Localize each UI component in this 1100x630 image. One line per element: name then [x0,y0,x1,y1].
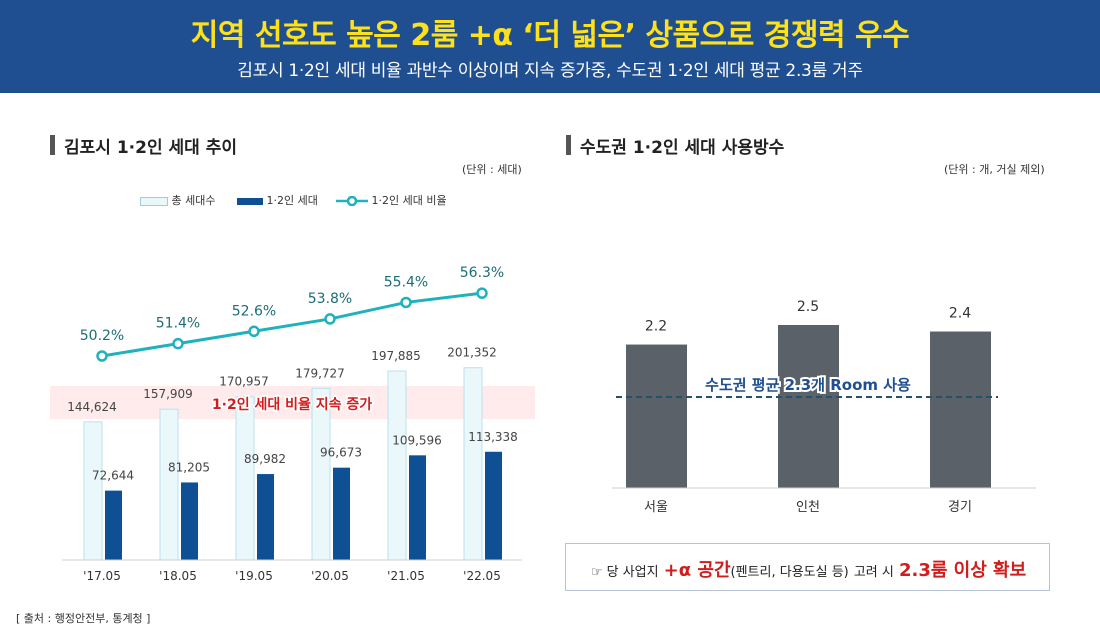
label-total-households: 170,957 [219,375,269,389]
label-total-households: 197,885 [371,349,421,363]
x-tick-label: '19.05 [235,569,273,583]
source-footer: [ 출처 : 행정안전부, 통계청 ] [16,612,151,625]
legend-swatch [140,196,168,206]
label-room-count: 2.2 [645,319,667,335]
legend-ratio: 1·2인 세대 비율 [336,192,447,208]
right-chart: 2.2 2.5 2.4 수도권 평균 2.3개 Room 사용 서울 인천 경기 [612,299,1036,515]
ratio-point [324,313,336,325]
legend-line-swatch [336,195,368,207]
ratio-label: 50.2% [80,328,124,344]
label-single-households: 89,982 [244,452,286,466]
bar-total-households [387,370,407,561]
label-total-households: 201,352 [447,346,497,360]
bar-single-households [333,467,350,560]
ratio-label: 51.4% [156,316,200,332]
right-chart-title: 수도권 1·2인 세대 사용방수 [566,133,784,158]
ratio-point [476,287,488,299]
ratio-label: 56.3% [460,265,504,281]
label-room-count: 2.5 [797,299,819,315]
title-marker [566,135,571,155]
bar-room-count [778,325,839,488]
left-chart: 144,624 72,644 157,909 81,205 170,957 89,982 1… [50,265,535,583]
bar-total-households [83,421,103,561]
left-unit-label: (단위 : 세대) [462,163,522,176]
header-banner: 지역 선호도 높은 2룸 +α ‘더 넓은’ 상품으로 경쟁력 우수 김포시 1… [0,0,1100,93]
x-tick-label: '17.05 [83,569,121,583]
bar-single-households [181,482,198,560]
bar-room-count [626,344,687,488]
label-room-count: 2.4 [949,306,971,322]
note-text: ☞ 당 사업지 +α 공간(펜트리, 다용도실 등) 고려 시 2.3룸 이상 … [590,560,1027,581]
label-total-households: 144,624 [67,400,117,414]
x-tick-label: '20.05 [311,569,349,583]
highlight-band [50,386,535,419]
label-total-households: 179,727 [295,366,345,380]
ratio-line [101,291,483,358]
bar-single-households [105,490,122,560]
legend-swatch [237,197,263,205]
x-tick-label: '18.05 [159,569,197,583]
title-marker [50,135,55,155]
bar-room-count [930,331,991,488]
label-single-households: 81,205 [168,460,210,474]
label-total-households: 157,909 [143,387,193,401]
page-subtitle: 김포시 1·2인 세대 비율 과반수 이상이며 지속 증가중, 수도권 1·2인… [237,61,863,81]
x-tick-label: 서울 [644,500,668,515]
ratio-point [172,337,184,350]
bar-single-households [257,474,274,560]
ratio-point [400,296,412,309]
bar-total-households [463,367,483,561]
ratio-point [96,350,108,362]
x-tick-label: 인천 [796,500,820,515]
ratio-label: 55.4% [384,274,428,290]
left-chart-title: 김포시 1·2인 세대 추이 [50,133,237,158]
page-title: 지역 선호도 높은 2룸 +α ‘더 넓은’ 상품으로 경쟁력 우수 [190,18,910,53]
ratio-point [248,325,260,338]
right-unit-label: (단위 : 개, 거실 제외) [944,163,1045,176]
bar-total-households [159,408,179,561]
x-tick-label: '22.05 [463,569,501,583]
highlight-label: 1·2인 세대 비율 지속 증가 [212,396,372,413]
label-single-households: 96,673 [320,446,362,460]
label-single-households: 72,644 [92,469,134,483]
average-label: 수도권 평균 2.3개 Room 사용 [705,376,911,394]
label-single-households: 109,596 [392,433,442,447]
ratio-label: 52.6% [232,303,276,319]
bar-total-households [311,387,331,561]
bar-single-households [485,451,502,560]
note-box: ☞ 당 사업지 +α 공간(펜트리, 다용도실 등) 고려 시 2.3룸 이상 … [565,543,1050,591]
label-single-households: 113,338 [468,430,518,444]
x-tick-label: '21.05 [387,569,425,583]
bar-total-households [235,396,255,561]
legend-single-households: 1·2인 세대 [237,192,318,208]
legend-total-households: 총 세대수 [140,192,215,208]
x-tick-label: 경기 [948,500,972,515]
bar-single-households [409,455,426,560]
ratio-label: 53.8% [308,291,352,307]
